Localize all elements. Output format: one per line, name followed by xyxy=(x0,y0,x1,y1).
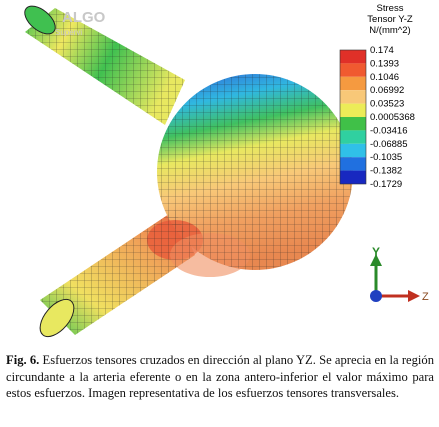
legend-band xyxy=(340,90,366,104)
legend-label: 0.06992 xyxy=(370,85,404,96)
legend-label: -0.03416 xyxy=(370,125,408,136)
caption-label: Fig. 6. xyxy=(6,353,40,367)
legend-band xyxy=(340,117,366,131)
legend-band xyxy=(340,130,366,144)
legend-label: 0.1393 xyxy=(370,58,399,69)
legend-band xyxy=(340,50,366,64)
legend-title: Stress xyxy=(377,3,404,14)
legend-title: Tensor Y-Z xyxy=(367,14,413,25)
legend-title: N/(mm^2) xyxy=(369,25,410,36)
legend-label: 0.03523 xyxy=(370,99,404,110)
axis-label: Y xyxy=(372,245,380,259)
legend-label: -0.06885 xyxy=(370,139,408,150)
legend-label: -0.1729 xyxy=(370,179,402,190)
legend-label: -0.1382 xyxy=(370,166,402,177)
axis-label: Z xyxy=(422,291,429,303)
legend-band xyxy=(340,157,366,171)
legend-frame xyxy=(339,49,367,185)
legend-band xyxy=(340,170,366,184)
legend-label: 0.1046 xyxy=(370,72,399,83)
legend-band xyxy=(340,76,366,91)
legend-label: 0.0005368 xyxy=(370,112,415,123)
watermark-sub: Supervi xyxy=(55,28,82,37)
model xyxy=(24,5,353,338)
watermark: ALGO xyxy=(62,9,106,26)
legend-band xyxy=(340,103,366,117)
axis-triad: Y Z xyxy=(370,245,429,303)
caption: Fig. 6. Esfuerzos tensores cruzados en d… xyxy=(6,352,434,402)
legend-band xyxy=(340,143,366,158)
legend-label: -0.1035 xyxy=(370,152,402,163)
legend-label: 0.174 xyxy=(370,45,394,56)
caption-text: Esfuerzos tensores cruzados en dirección… xyxy=(6,353,435,401)
legend-band xyxy=(340,63,366,77)
